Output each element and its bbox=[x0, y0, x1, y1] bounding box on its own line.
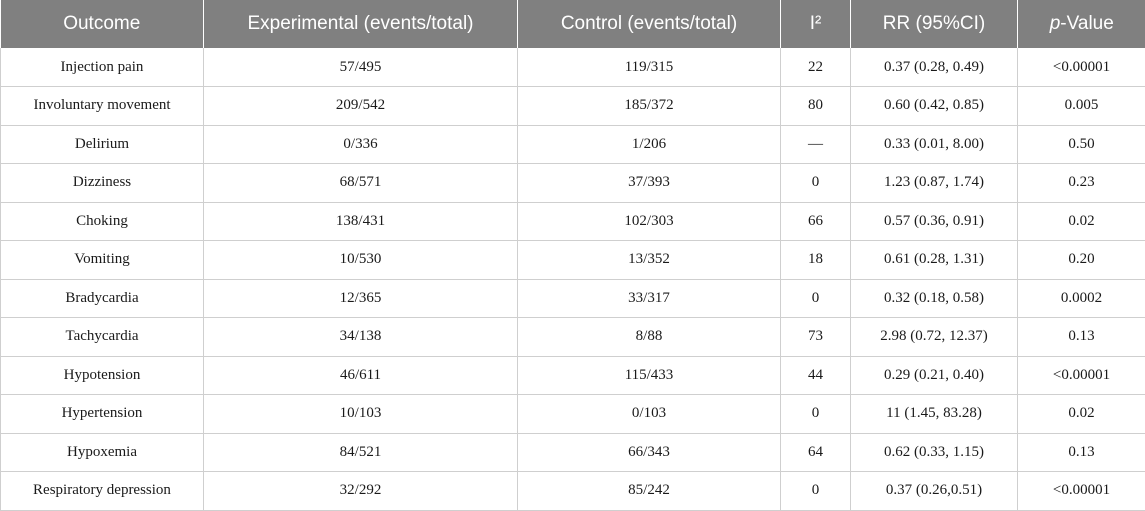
cell-experimental: 84/521 bbox=[204, 433, 518, 472]
cell-outcome: Hypoxemia bbox=[1, 433, 204, 472]
cell-i2: 0 bbox=[781, 395, 851, 434]
cell-control: 115/433 bbox=[518, 356, 781, 395]
cell-p-value: 0.13 bbox=[1018, 433, 1145, 472]
table-row: Delirium 0/336 1/206 — 0.33 (0.01, 8.00)… bbox=[1, 125, 1145, 164]
table-row: Hypertension 10/103 0/103 0 11 (1.45, 83… bbox=[1, 395, 1145, 434]
cell-experimental: 46/611 bbox=[204, 356, 518, 395]
cell-control: 119/315 bbox=[518, 48, 781, 87]
cell-control: 37/393 bbox=[518, 164, 781, 203]
header-p-italic: p bbox=[1050, 13, 1061, 34]
cell-i2: 66 bbox=[781, 202, 851, 241]
table-header: Outcome Experimental (events/total) Cont… bbox=[1, 0, 1145, 48]
cell-p-value: 0.20 bbox=[1018, 241, 1145, 280]
cell-outcome: Hypertension bbox=[1, 395, 204, 434]
cell-p-value: 0.23 bbox=[1018, 164, 1145, 203]
cell-rr: 0.29 (0.21, 0.40) bbox=[851, 356, 1018, 395]
cell-i2: 0 bbox=[781, 472, 851, 511]
cell-i2: 0 bbox=[781, 164, 851, 203]
table-row: Hypotension 46/611 115/433 44 0.29 (0.21… bbox=[1, 356, 1145, 395]
cell-experimental: 10/530 bbox=[204, 241, 518, 280]
cell-i2: 80 bbox=[781, 87, 851, 126]
cell-control: 8/88 bbox=[518, 318, 781, 357]
cell-rr: 1.23 (0.87, 1.74) bbox=[851, 164, 1018, 203]
cell-outcome: Vomiting bbox=[1, 241, 204, 280]
cell-i2: 22 bbox=[781, 48, 851, 87]
cell-outcome: Choking bbox=[1, 202, 204, 241]
table-row: Respiratory depression 32/292 85/242 0 0… bbox=[1, 472, 1145, 511]
cell-control: 33/317 bbox=[518, 279, 781, 318]
header-experimental: Experimental (events/total) bbox=[204, 0, 518, 48]
cell-outcome: Injection pain bbox=[1, 48, 204, 87]
header-i2: I² bbox=[781, 0, 851, 48]
table-row: Bradycardia 12/365 33/317 0 0.32 (0.18, … bbox=[1, 279, 1145, 318]
cell-p-value: <0.00001 bbox=[1018, 472, 1145, 511]
cell-p-value: <0.00001 bbox=[1018, 48, 1145, 87]
cell-outcome: Dizziness bbox=[1, 164, 204, 203]
cell-outcome: Delirium bbox=[1, 125, 204, 164]
cell-rr: 0.61 (0.28, 1.31) bbox=[851, 241, 1018, 280]
cell-experimental: 68/571 bbox=[204, 164, 518, 203]
header-row: Outcome Experimental (events/total) Cont… bbox=[1, 0, 1145, 48]
cell-control: 185/372 bbox=[518, 87, 781, 126]
cell-p-value: <0.00001 bbox=[1018, 356, 1145, 395]
cell-i2: 0 bbox=[781, 279, 851, 318]
cell-i2: 44 bbox=[781, 356, 851, 395]
cell-rr: 0.37 (0.26,0.51) bbox=[851, 472, 1018, 511]
table-row: Tachycardia 34/138 8/88 73 2.98 (0.72, 1… bbox=[1, 318, 1145, 357]
cell-p-value: 0.50 bbox=[1018, 125, 1145, 164]
cell-experimental: 10/103 bbox=[204, 395, 518, 434]
cell-control: 13/352 bbox=[518, 241, 781, 280]
cell-control: 85/242 bbox=[518, 472, 781, 511]
cell-outcome: Involuntary movement bbox=[1, 87, 204, 126]
table-row: Hypoxemia 84/521 66/343 64 0.62 (0.33, 1… bbox=[1, 433, 1145, 472]
cell-control: 1/206 bbox=[518, 125, 781, 164]
header-p-rest: -Value bbox=[1060, 13, 1114, 34]
cell-i2: 18 bbox=[781, 241, 851, 280]
cell-rr: 0.32 (0.18, 0.58) bbox=[851, 279, 1018, 318]
cell-p-value: 0.005 bbox=[1018, 87, 1145, 126]
cell-control: 0/103 bbox=[518, 395, 781, 434]
cell-rr: 0.33 (0.01, 8.00) bbox=[851, 125, 1018, 164]
table-row: Choking 138/431 102/303 66 0.57 (0.36, 0… bbox=[1, 202, 1145, 241]
header-control: Control (events/total) bbox=[518, 0, 781, 48]
cell-rr: 0.60 (0.42, 0.85) bbox=[851, 87, 1018, 126]
table-row: Involuntary movement 209/542 185/372 80 … bbox=[1, 87, 1145, 126]
cell-i2: 64 bbox=[781, 433, 851, 472]
table-row: Vomiting 10/530 13/352 18 0.61 (0.28, 1.… bbox=[1, 241, 1145, 280]
cell-outcome: Tachycardia bbox=[1, 318, 204, 357]
header-p-value: p-Value bbox=[1018, 0, 1145, 48]
cell-i2: 73 bbox=[781, 318, 851, 357]
table-body: Injection pain 57/495 119/315 22 0.37 (0… bbox=[1, 48, 1145, 510]
table-row: Injection pain 57/495 119/315 22 0.37 (0… bbox=[1, 48, 1145, 87]
cell-rr: 0.62 (0.33, 1.15) bbox=[851, 433, 1018, 472]
cell-p-value: 0.13 bbox=[1018, 318, 1145, 357]
cell-experimental: 34/138 bbox=[204, 318, 518, 357]
cell-rr: 11 (1.45, 83.28) bbox=[851, 395, 1018, 434]
cell-experimental: 138/431 bbox=[204, 202, 518, 241]
cell-experimental: 57/495 bbox=[204, 48, 518, 87]
cell-control: 66/343 bbox=[518, 433, 781, 472]
table-row: Dizziness 68/571 37/393 0 1.23 (0.87, 1.… bbox=[1, 164, 1145, 203]
cell-outcome: Respiratory depression bbox=[1, 472, 204, 511]
cell-experimental: 0/336 bbox=[204, 125, 518, 164]
cell-p-value: 0.02 bbox=[1018, 202, 1145, 241]
cell-p-value: 0.02 bbox=[1018, 395, 1145, 434]
cell-i2: — bbox=[781, 125, 851, 164]
cell-control: 102/303 bbox=[518, 202, 781, 241]
cell-experimental: 12/365 bbox=[204, 279, 518, 318]
cell-p-value: 0.0002 bbox=[1018, 279, 1145, 318]
cell-rr: 0.57 (0.36, 0.91) bbox=[851, 202, 1018, 241]
cell-rr: 0.37 (0.28, 0.49) bbox=[851, 48, 1018, 87]
cell-experimental: 209/542 bbox=[204, 87, 518, 126]
cell-rr: 2.98 (0.72, 12.37) bbox=[851, 318, 1018, 357]
cell-experimental: 32/292 bbox=[204, 472, 518, 511]
cell-outcome: Bradycardia bbox=[1, 279, 204, 318]
header-rr: RR (95%CI) bbox=[851, 0, 1018, 48]
header-outcome: Outcome bbox=[1, 0, 204, 48]
cell-outcome: Hypotension bbox=[1, 356, 204, 395]
